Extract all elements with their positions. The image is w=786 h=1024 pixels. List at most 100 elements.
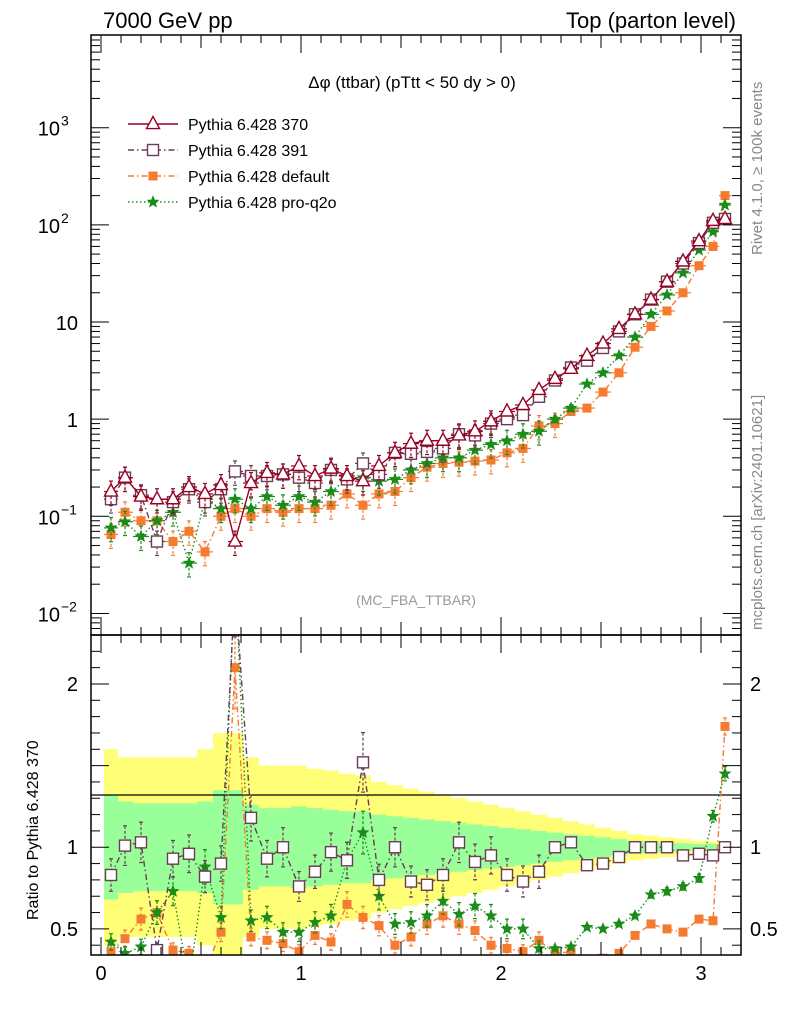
ratio-y-tick-label-right: 1: [750, 837, 761, 859]
ratio-series-0: [104, 581, 732, 955]
ratio-y-tick-label-left: 2: [67, 674, 78, 696]
header-right: Top (parton level): [566, 8, 736, 33]
data-point: [200, 547, 210, 557]
ratio-point: [136, 914, 146, 924]
data-point: [598, 387, 608, 397]
ratio-point: [276, 925, 290, 938]
ratio-point: [183, 977, 194, 988]
data-point: [467, 422, 483, 437]
ratio-point: [646, 919, 656, 929]
ratio-point: [596, 857, 610, 870]
data-point: [532, 424, 546, 437]
ratio-point: [612, 917, 626, 930]
data-point: [228, 465, 242, 478]
legend-marker: [145, 115, 161, 130]
data-point: [339, 467, 355, 482]
ratio-point: [516, 922, 530, 935]
ratio-point: [324, 909, 338, 922]
data-point: [243, 474, 259, 489]
data-point: [227, 532, 243, 547]
ratio-point: [324, 845, 338, 859]
x-tick-label: 3: [695, 963, 706, 985]
ratio-point: [244, 913, 258, 927]
data-point: [168, 537, 178, 547]
ratio-point: [548, 941, 562, 954]
data-point: [149, 490, 165, 505]
data-point: [118, 514, 132, 528]
data-point: [691, 232, 707, 247]
data-point: [676, 266, 690, 279]
y-tick-label: 10: [38, 119, 60, 141]
data-point: [611, 319, 627, 335]
ratio-point: [342, 899, 352, 909]
ratio-point: [484, 849, 498, 862]
series-3: [104, 198, 732, 578]
x-tick-label: 2: [495, 963, 506, 985]
ratio-point: [660, 841, 674, 854]
series-line: [110, 195, 726, 554]
ratio-point: [374, 921, 384, 931]
ratio-point: [404, 915, 418, 928]
data-point: [628, 330, 642, 343]
data-point: [630, 342, 640, 352]
data-point: [260, 489, 274, 502]
y-tick-label: 10: [56, 313, 78, 335]
ratio-point: [214, 910, 228, 923]
data-point: [184, 526, 194, 536]
x-tick-label: 1: [295, 963, 306, 985]
legend-marker: [146, 195, 160, 208]
data-point: [181, 478, 197, 493]
data-point: [717, 209, 733, 225]
ratio-point: [436, 868, 450, 882]
ratio-point: [706, 809, 720, 822]
data-point: [292, 489, 306, 502]
data-point: [150, 535, 164, 548]
data-point: [435, 431, 451, 446]
ratio-point: [118, 839, 132, 852]
ratio-frame: [90, 634, 742, 956]
series-line: [110, 218, 726, 544]
ratio-point: [500, 922, 514, 935]
ratio-point: [502, 943, 512, 953]
data-point: [150, 513, 164, 527]
ratio-point: [564, 940, 578, 953]
ratio-point: [500, 868, 514, 882]
data-point: [547, 369, 563, 385]
data-point: [323, 459, 339, 474]
ratio-point: [229, 564, 240, 575]
ratio-point: [230, 581, 241, 592]
ratio-point: [278, 939, 288, 949]
ratio-point: [468, 855, 482, 869]
legend-item: Pythia 6.428 370: [128, 115, 308, 134]
data-point: [564, 401, 578, 414]
y-tick-label: 10: [38, 507, 60, 529]
data-point: [483, 412, 499, 427]
legend-label: Pythia 6.428 pro-q2o: [188, 195, 337, 212]
data-point: [104, 521, 118, 534]
ratio-point: [168, 945, 178, 955]
ratio-point: [708, 916, 718, 926]
ratio-point: [104, 935, 118, 948]
ratio-point: [356, 825, 370, 839]
legend-item: Pythia 6.428 391: [128, 143, 308, 160]
ratio-point: [692, 871, 706, 884]
data-point: [136, 516, 146, 526]
data-point: [706, 224, 720, 238]
ratio-point: [532, 941, 546, 954]
data-point: [516, 408, 530, 422]
data-point: [388, 472, 402, 485]
ratio-point: [308, 865, 322, 878]
ratio-point: [372, 873, 386, 887]
ratio-point: [182, 847, 196, 860]
data-point: [659, 272, 675, 287]
ratio-point: [678, 927, 688, 937]
legend: Pythia 6.428 370 Pythia 6.428 391 Pythia 6…: [128, 115, 337, 212]
ratio-point: [612, 850, 626, 864]
ratio-point: [516, 875, 530, 888]
ratio-point: [614, 948, 624, 955]
data-point: [516, 427, 530, 440]
ratio-point: [120, 934, 130, 944]
ratio-point: [404, 875, 418, 888]
ratio-point: [436, 894, 450, 907]
data-point: [614, 368, 624, 378]
